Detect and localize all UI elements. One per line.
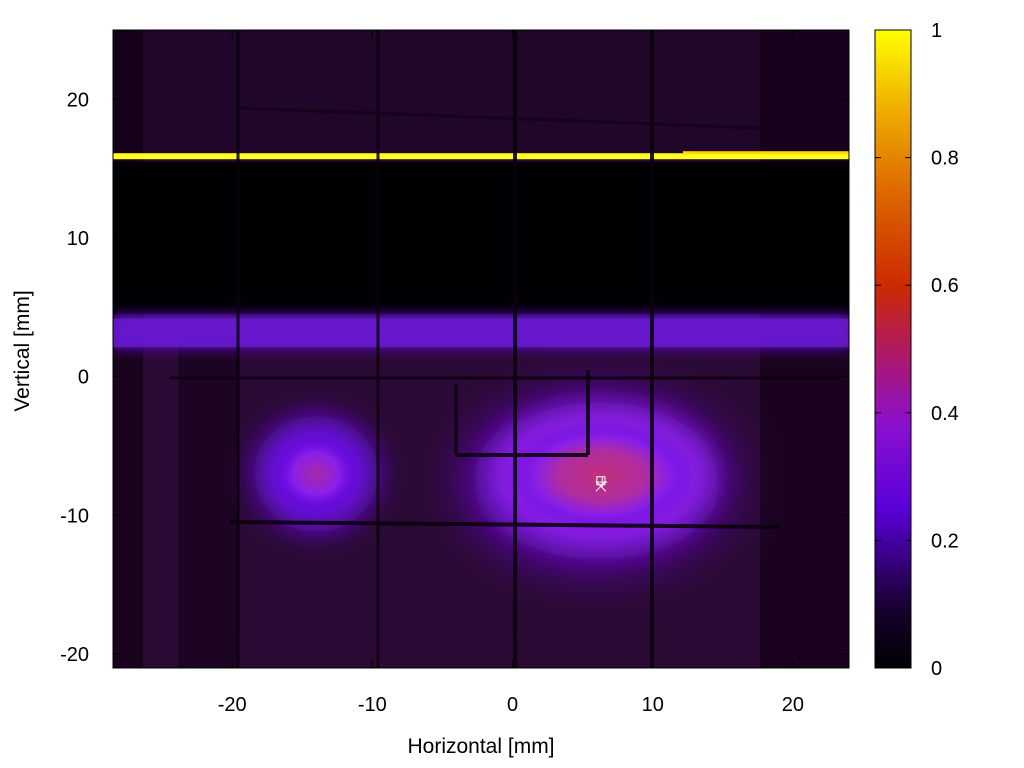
left-dark-stripe-2 — [178, 330, 238, 668]
x-tick-label: 10 — [642, 694, 664, 716]
y-tick-label: 0 — [78, 367, 89, 389]
colorbar-tick-label: 0.2 — [931, 530, 959, 552]
colorbar-tick-label: 0 — [931, 658, 942, 680]
marker-square — [596, 476, 606, 486]
y-tick-label: -20 — [60, 644, 89, 666]
x-tick-label: 0 — [507, 694, 518, 716]
y-tick-label: 10 — [67, 228, 89, 250]
saturated-line-right — [683, 151, 849, 155]
marker-cross — [595, 480, 607, 492]
colorbar: 0 0.2 0.4 0.6 0.8 1 — [874, 20, 959, 680]
x-axis: -20 -10 0 10 20 — [218, 30, 804, 716]
y-tick-label: 20 — [67, 89, 89, 111]
x-tick-label: -10 — [358, 694, 387, 716]
hline-top — [239, 106, 761, 130]
left-spot — [274, 435, 359, 512]
y-tick-label: -10 — [60, 505, 89, 527]
colorbar-tick-label: 0.8 — [931, 148, 959, 170]
colorbar-tick-label: 1 — [931, 20, 942, 42]
main-spot — [506, 420, 697, 531]
dark-band — [113, 161, 849, 315]
colorbar-frame — [874, 29, 912, 669]
x-tick-label: 20 — [782, 694, 804, 716]
colorbar-gradient — [875, 30, 911, 668]
horizontal-band-core — [113, 318, 849, 347]
y-axis-title: Vertical [mm] — [11, 290, 34, 411]
plot-frame — [112, 29, 850, 669]
y-axis: -20 -10 0 10 20 — [60, 89, 849, 666]
heatmap-image — [113, 30, 849, 668]
saturated-line — [113, 153, 849, 160]
upper-region — [113, 30, 849, 155]
hline-minus10 — [229, 520, 781, 529]
structure-lines — [170, 30, 840, 668]
x-axis-title: Horizontal [mm] — [407, 735, 554, 758]
x-tick-label: -20 — [218, 694, 247, 716]
colorbar-tick-label: 0.6 — [931, 275, 959, 297]
colorbar-tick-label: 0.4 — [931, 403, 959, 425]
